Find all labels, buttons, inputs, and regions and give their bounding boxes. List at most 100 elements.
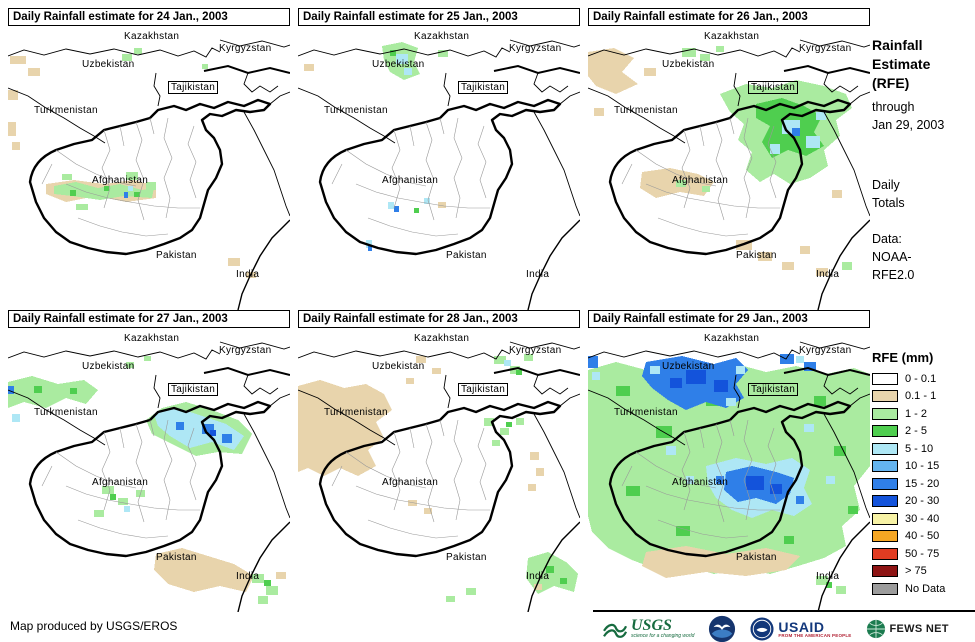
country-label-kazakhstan: Kazakhstan [704, 31, 760, 42]
map-panel-jan26: Daily Rainfall estimate for 26 Jan., 200… [588, 8, 870, 310]
country-label-pakistan: Pakistan [736, 250, 777, 261]
country-label-turkmenistan: Turkmenistan [34, 407, 98, 418]
country-label-tajikistan: Tajikistan [168, 383, 219, 396]
country-label-kazakhstan: Kazakhstan [414, 333, 470, 344]
country-label-turkmenistan: Turkmenistan [614, 105, 678, 116]
legend-item: 0.1 - 1 [872, 388, 945, 406]
map-title: Daily Rainfall estimate for 29 Jan., 200… [588, 310, 870, 328]
country-label-pakistan: Pakistan [156, 250, 197, 261]
country-label-pakistan: Pakistan [736, 552, 777, 563]
sidebar-daily-totals: Daily Totals [872, 178, 905, 210]
legend-swatch [872, 565, 898, 578]
legend-swatch [872, 425, 898, 438]
sidebar-data-source: Data: NOAA- RFE2.0 [872, 232, 915, 282]
legend-swatch [872, 477, 898, 490]
country-label-uzbekistan: Uzbekistan [662, 361, 715, 372]
legend-item: 0 - 0.1 [872, 370, 945, 388]
country-label-kyrgyzstan: Kyrgyzstan [799, 345, 852, 356]
noaa-logo [708, 615, 736, 642]
map-title: Daily Rainfall estimate for 27 Jan., 200… [8, 310, 290, 328]
country-label-afghanistan: Afghanistan [92, 175, 149, 186]
map-jan25: Kazakhstan Kyrgyzstan Uzbekistan Tajikis… [298, 26, 580, 310]
legend-item: 1 - 2 [872, 405, 945, 423]
country-label-uzbekistan: Uzbekistan [372, 361, 425, 372]
country-label-afghanistan: Afghanistan [382, 477, 439, 488]
country-label-kyrgyzstan: Kyrgyzstan [799, 43, 852, 54]
country-label-pakistan: Pakistan [446, 552, 487, 563]
usgs-tagline: science for a changing world [631, 633, 695, 639]
rainfall-overlay [304, 42, 448, 251]
country-label-india: India [236, 269, 260, 280]
legend-swatch [872, 582, 898, 595]
legend: 0 - 0.1 0.1 - 1 1 - 2 2 - 5 5 - 10 10 - … [872, 370, 945, 598]
rainfall-overlay [8, 48, 256, 278]
country-label-afghanistan: Afghanistan [672, 477, 729, 488]
map-title: Daily Rainfall estimate for 25 Jan., 200… [298, 8, 580, 26]
country-label-india: India [816, 269, 840, 280]
country-label-afghanistan: Afghanistan [672, 175, 729, 186]
map-title: Daily Rainfall estimate for 28 Jan., 200… [298, 310, 580, 328]
map-title: Daily Rainfall estimate for 26 Jan., 200… [588, 8, 870, 26]
map-title: Daily Rainfall estimate for 24 Jan., 200… [8, 8, 290, 26]
fewsnet-logo: FEWS NET [866, 619, 949, 639]
legend-item: 10 - 15 [872, 458, 945, 476]
country-label-kazakhstan: Kazakhstan [414, 31, 470, 42]
usaid-emblem-icon [750, 617, 774, 641]
country-label-tajikistan: Tajikistan [168, 81, 219, 94]
country-label-uzbekistan: Uzbekistan [372, 59, 425, 70]
legend-swatch [872, 460, 898, 473]
usaid-logo: USAID FROM THE AMERICAN PEOPLE [750, 617, 851, 641]
sidebar-title: Rainfall Estimate (RFE) [872, 37, 931, 91]
legend-swatch [872, 390, 898, 403]
sidebar: Rainfall Estimate (RFE) through Jan 29, … [872, 0, 974, 642]
country-label-tajikistan: Tajikistan [748, 383, 799, 396]
legend-item: 15 - 20 [872, 475, 945, 493]
usaid-logo-text: USAID [778, 618, 825, 635]
usgs-wave-icon [603, 623, 627, 638]
country-label-india: India [526, 571, 550, 582]
map-panel-jan29: Daily Rainfall estimate for 29 Jan., 200… [588, 310, 870, 612]
legend-swatch [872, 407, 898, 420]
legend-swatch [872, 547, 898, 560]
country-label-tajikistan: Tajikistan [458, 383, 509, 396]
country-label-uzbekistan: Uzbekistan [662, 59, 715, 70]
country-label-india: India [816, 571, 840, 582]
legend-item: 5 - 10 [872, 440, 945, 458]
country-label-kazakhstan: Kazakhstan [124, 31, 180, 42]
country-label-turkmenistan: Turkmenistan [34, 105, 98, 116]
rainfall-overlay [588, 46, 852, 276]
noaa-icon [709, 615, 736, 642]
legend-item: 30 - 40 [872, 510, 945, 528]
country-label-pakistan: Pakistan [446, 250, 487, 261]
map-panel-jan25: Daily Rainfall estimate for 25 Jan., 200… [298, 8, 580, 310]
map-jan26: Kazakhstan Kyrgyzstan Uzbekistan Tajikis… [588, 26, 870, 310]
country-label-uzbekistan: Uzbekistan [82, 59, 135, 70]
country-label-india: India [526, 269, 550, 280]
country-label-kazakhstan: Kazakhstan [124, 333, 180, 344]
country-label-turkmenistan: Turkmenistan [614, 407, 678, 418]
usgs-logo: USGS science for a changing world [603, 618, 694, 640]
legend-title: RFE (mm) [872, 350, 934, 365]
legend-item: 2 - 5 [872, 423, 945, 441]
country-label-turkmenistan: Turkmenistan [324, 407, 388, 418]
legend-swatch [872, 530, 898, 543]
legend-item: 40 - 50 [872, 528, 945, 546]
legend-item: No Data [872, 580, 945, 598]
country-label-afghanistan: Afghanistan [92, 477, 149, 488]
country-label-kazakhstan: Kazakhstan [704, 333, 760, 344]
map-panel-jan24: Daily Rainfall estimate for 24 Jan., 200… [8, 8, 290, 310]
country-label-kyrgyzstan: Kyrgyzstan [509, 345, 562, 356]
country-label-turkmenistan: Turkmenistan [324, 105, 388, 116]
fewsnet-logo-text: FEWS NET [889, 623, 949, 635]
legend-swatch [872, 442, 898, 455]
country-label-uzbekistan: Uzbekistan [82, 361, 135, 372]
fewsnet-globe-icon [866, 619, 885, 639]
country-label-afghanistan: Afghanistan [382, 175, 439, 186]
map-panel-jan27: Daily Rainfall estimate for 27 Jan., 200… [8, 310, 290, 612]
map-jan24: Kazakhstan Kyrgyzstan Uzbekistan Tajikis… [8, 26, 290, 310]
country-label-kyrgyzstan: Kyrgyzstan [219, 345, 272, 356]
sidebar-subtitle: through Jan 29, 2003 [872, 100, 945, 132]
country-label-pakistan: Pakistan [156, 552, 197, 563]
footer-logos-bar: USGS science for a changing world USAID … [593, 610, 975, 642]
country-label-kyrgyzstan: Kyrgyzstan [219, 43, 272, 54]
